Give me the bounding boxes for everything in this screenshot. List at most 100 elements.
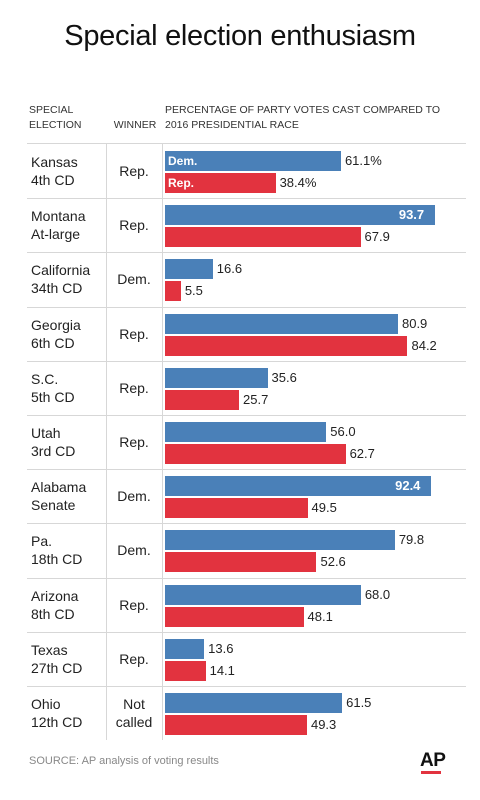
winner-label: Rep. bbox=[119, 650, 149, 667]
rep-value-label: 48.1 bbox=[307, 608, 333, 624]
winner-label: Dem. bbox=[117, 542, 151, 559]
dem-bar bbox=[165, 367, 268, 388]
election-name-line2: At-large bbox=[31, 226, 81, 243]
row-divider bbox=[27, 686, 466, 687]
election-name: Utah 3rd CD bbox=[31, 424, 111, 460]
winner-label: Rep. bbox=[119, 434, 149, 450]
election-name-line1: Utah bbox=[31, 425, 61, 441]
rep-bar bbox=[165, 715, 307, 735]
election-name: Montana At-large bbox=[31, 207, 111, 243]
election-name: Alabama Senate bbox=[31, 478, 111, 514]
dem-value-label: 61.1% bbox=[344, 153, 382, 168]
winner-label-word: called bbox=[115, 714, 153, 730]
rep-value-label: 49.3 bbox=[310, 717, 337, 732]
rep-legend-label: Rep. bbox=[168, 176, 195, 190]
rep-bar bbox=[165, 606, 304, 627]
header-winner: WINNER bbox=[113, 119, 157, 131]
election-name-line2: 4th CD bbox=[31, 172, 75, 188]
winner-label: Rep. bbox=[119, 596, 149, 613]
election-name-line1: Pa. bbox=[31, 533, 53, 550]
dem-bar bbox=[165, 205, 435, 226]
election-name-line2: 8th CD bbox=[31, 605, 75, 622]
dem-value-label: 13.6 bbox=[208, 640, 234, 656]
header-rule bbox=[27, 143, 466, 144]
rep-value-label: 49.5 bbox=[311, 500, 337, 516]
rep-value-label: 67.9 bbox=[364, 229, 390, 245]
election-name-line2: 34th CD bbox=[31, 280, 83, 297]
rep-bar bbox=[165, 227, 361, 248]
ap-logo-underline bbox=[421, 771, 441, 774]
dem-legend-label: Dem. bbox=[168, 154, 198, 168]
dem-bar bbox=[165, 693, 343, 713]
source-note: SOURCE: AP analysis of voting results bbox=[29, 755, 219, 767]
winner-label: Dem. bbox=[117, 488, 151, 505]
winner-label: Rep. bbox=[119, 217, 149, 234]
dem-value-label: 35.6 bbox=[271, 369, 297, 385]
dem-value-label: 56.0 bbox=[330, 424, 356, 439]
dem-bar bbox=[165, 259, 213, 280]
row-divider bbox=[27, 469, 466, 471]
dem-value-label: 80.9 bbox=[401, 315, 428, 331]
rep-value-label: 14.1 bbox=[209, 662, 235, 678]
election-name-line1: California bbox=[31, 262, 91, 279]
winner-label: Not called bbox=[106, 695, 162, 731]
election-name-line2: 5th CD bbox=[31, 388, 75, 405]
election-name: Ohio 12th CD bbox=[31, 695, 111, 731]
row-divider bbox=[27, 306, 466, 308]
row-divider bbox=[27, 198, 466, 200]
row-divider bbox=[27, 631, 466, 633]
winner-label: Rep. bbox=[119, 325, 149, 342]
election-name-line2: 6th CD bbox=[31, 334, 75, 351]
chart-title: Special election enthusiasm bbox=[64, 20, 416, 52]
election-name-line1: Montana bbox=[31, 208, 86, 225]
election-name: Kansas 4th CD bbox=[31, 153, 111, 189]
rep-bar bbox=[165, 660, 206, 681]
election-name-line2: 12th CD bbox=[31, 714, 83, 730]
dem-value-label: 16.6 bbox=[216, 261, 243, 277]
rep-bar bbox=[165, 498, 308, 519]
election-name: Georgia 6th CD bbox=[31, 316, 111, 352]
dem-bar bbox=[165, 313, 398, 334]
election-name-line1: Georgia bbox=[31, 316, 81, 333]
election-name-line2: 18th CD bbox=[31, 551, 83, 568]
election-name-line1: Texas bbox=[31, 641, 68, 658]
election-name: Arizona 8th CD bbox=[31, 587, 111, 623]
dem-bar bbox=[165, 422, 327, 442]
rep-value-label: 25.7 bbox=[243, 391, 269, 407]
winner-label: Rep. bbox=[119, 163, 149, 179]
election-name: California 34th CD bbox=[31, 261, 111, 297]
election-name-line2: 3rd CD bbox=[31, 443, 76, 459]
election-name-line1: Alabama bbox=[31, 479, 87, 496]
dem-value-label: 93.7 bbox=[398, 207, 425, 223]
row-divider bbox=[27, 252, 466, 254]
row-divider bbox=[27, 415, 466, 416]
dem-value-label: 61.5 bbox=[346, 695, 372, 710]
rep-value-label: 62.7 bbox=[349, 446, 375, 461]
rep-bar bbox=[165, 389, 240, 410]
dem-value-label: 92.4 bbox=[395, 478, 421, 494]
winner-label-word: Not bbox=[123, 696, 145, 712]
dem-bar bbox=[165, 638, 205, 659]
row-divider bbox=[27, 577, 466, 579]
winner-label: Rep. bbox=[119, 379, 149, 396]
dem-bar bbox=[165, 530, 395, 551]
election-name-line1: Kansas bbox=[31, 154, 78, 170]
election-name-line2: 27th CD bbox=[31, 659, 83, 676]
row-divider bbox=[27, 360, 466, 362]
dem-bar bbox=[165, 151, 341, 171]
rep-bar bbox=[165, 281, 181, 302]
election-name-line1: S.C. bbox=[31, 370, 59, 387]
rep-value-label: 38.4% bbox=[279, 175, 317, 190]
rep-bar bbox=[165, 335, 408, 356]
rep-value-label: 84.2 bbox=[411, 337, 437, 353]
election-name-line1: Ohio bbox=[31, 696, 61, 712]
column-divider bbox=[106, 144, 107, 741]
rep-value-label: 5.5 bbox=[184, 283, 203, 299]
rep-bar bbox=[165, 552, 317, 573]
row-divider bbox=[27, 523, 466, 525]
rep-bar bbox=[165, 444, 346, 464]
election-name: S.C. 5th CD bbox=[31, 370, 111, 406]
ap-logo: AP bbox=[420, 750, 446, 771]
header-percentage: PERCENTAGE OF PARTY VOTES CAST COMPARED … bbox=[165, 104, 440, 131]
